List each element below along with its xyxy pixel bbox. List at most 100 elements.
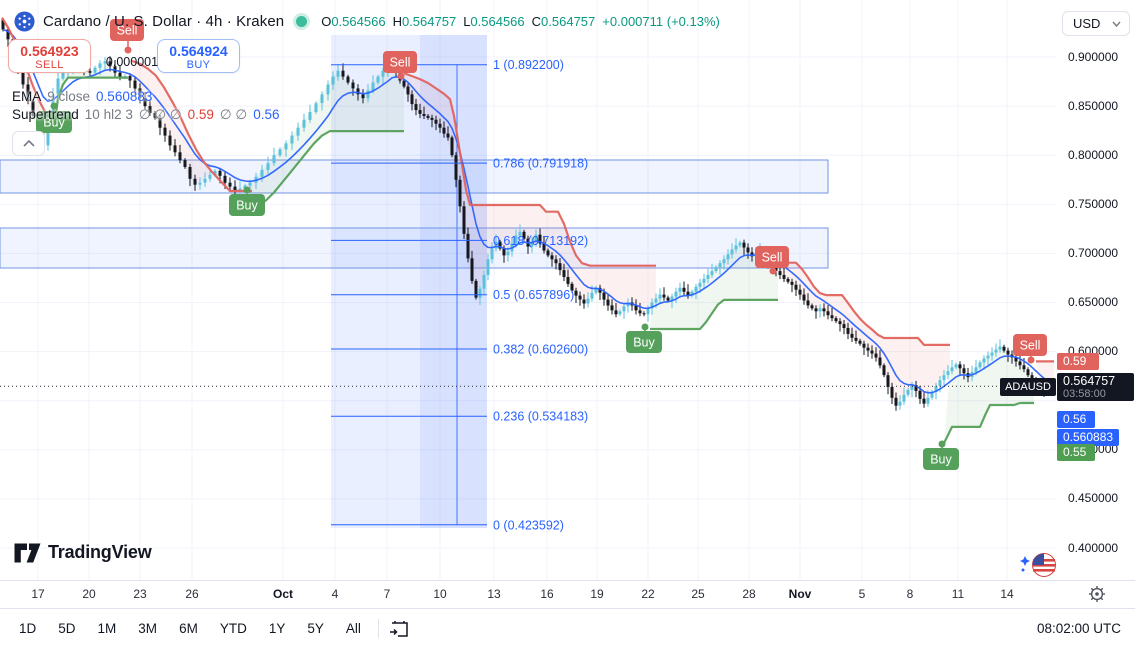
price-chart[interactable]: 1 (0.892200) 0.786 (0.791918) 0.618 (0.713… (0, 0, 1056, 580)
supertrend-fill-down (404, 73, 656, 314)
legend-supertrend[interactable]: Supertrend 10 hl2 3 ∅ ∅ ∅ 0.59 ∅ ∅ 0.56 (12, 106, 280, 123)
sell-price: 0.564923 (20, 43, 79, 59)
time-axis[interactable]: 17 20 23 26 Oct 4 7 10 13 16 19 22 25 28 Nov 5 8 11 14 (0, 580, 1135, 608)
candle-body (974, 367, 978, 373)
range-button-1Y[interactable]: 1Y (268, 620, 286, 636)
sell-signal-marker[interactable]: Sell (755, 246, 789, 268)
time-tick: 10 (433, 587, 447, 601)
candle-body (806, 300, 810, 306)
range-button-5D[interactable]: 5D (58, 620, 76, 636)
candle-body (290, 135, 294, 144)
candle-body (346, 76, 350, 83)
candle-body (522, 231, 526, 239)
range-button-1M[interactable]: 1M (97, 620, 117, 636)
candle-body (118, 72, 122, 78)
fib-date-region[interactable] (331, 35, 487, 528)
candle-body (910, 385, 914, 390)
sell-button[interactable]: 0.564923 SELL (8, 39, 91, 73)
candle-body (650, 302, 654, 309)
fib-zone-band[interactable] (0, 159, 829, 194)
buy-signal-marker[interactable]: Buy (36, 111, 72, 133)
svg-text:Sell: Sell (390, 56, 411, 70)
candle-body (530, 241, 534, 247)
supertrend-line-down[interactable] (776, 261, 950, 346)
sell-signal-marker[interactable]: Sell (110, 19, 144, 41)
candle-body (958, 364, 962, 369)
candle-body (1, 19, 5, 30)
candle-body (550, 255, 554, 260)
time-tick: 7 (383, 587, 391, 601)
candle-body (21, 68, 25, 85)
svg-text:Sell: Sell (762, 251, 783, 265)
legend-ema[interactable]: EMA 9 close 0.560883 (12, 89, 153, 104)
svg-text:Sell: Sell (1020, 339, 1041, 353)
flag-icon[interactable] (1018, 550, 1058, 585)
chart-canvas[interactable]: 1 (0.892200) 0.786 (0.791918) 0.618 (0.713… (0, 0, 1056, 580)
buy-button[interactable]: 0.564924 BUY (157, 39, 240, 73)
candle-body (534, 234, 538, 242)
candle-body (934, 386, 938, 392)
supertrend-buy-value: 0.56 (253, 107, 280, 122)
candle-body (726, 254, 730, 260)
candle-body (31, 101, 35, 116)
sell-signal-marker[interactable]: Sell (1013, 334, 1047, 356)
fib-level-label: 1 (0.892200) (493, 58, 564, 72)
candle-body (183, 160, 187, 167)
candle-body (914, 385, 918, 391)
candle-body (1006, 350, 1010, 355)
range-button-1D[interactable]: 1D (19, 620, 37, 636)
price-axis[interactable]: USD 0.900000 0.850000 0.800000 0.750000 0.70… (1056, 0, 1135, 580)
candle-body (582, 299, 586, 304)
candle-body (718, 263, 722, 268)
utc-clock[interactable]: 08:02:00 UTC (1036, 620, 1121, 636)
supertrend-line-down[interactable] (403, 72, 656, 267)
range-button-5Y[interactable]: 5Y (307, 620, 324, 636)
candle-body (598, 287, 602, 293)
range-button-All[interactable]: All (345, 620, 361, 636)
market-status-dot[interactable] (296, 16, 308, 27)
time-tick: 25 (691, 587, 705, 601)
candle-body (714, 267, 718, 271)
currency-selector[interactable]: USD (1062, 11, 1130, 36)
spread-value: 0.000001 (105, 55, 159, 69)
buy-price: 0.564924 (169, 43, 228, 59)
sell-signal-marker[interactable]: Sell (383, 51, 417, 73)
range-button-YTD[interactable]: YTD (219, 620, 247, 636)
supertrend-line-up[interactable] (650, 298, 778, 331)
candle-body (810, 305, 814, 309)
marker-dot (1027, 356, 1035, 364)
gear-icon[interactable] (1088, 585, 1106, 603)
range-button-3M[interactable]: 3M (138, 620, 158, 636)
buy-signal-marker[interactable]: Buy (229, 194, 265, 216)
candle-body (942, 375, 946, 381)
symbol-title[interactable]: Cardano / U. S. Dollar · 4h · Kraken (43, 13, 285, 30)
supertrend-line-up[interactable] (943, 401, 1034, 444)
collapse-legend-button[interactable] (12, 131, 45, 156)
candle-body (1022, 365, 1026, 370)
candle-body (198, 182, 202, 185)
go-to-date-icon[interactable] (389, 620, 410, 639)
ema-value: 0.560883 (96, 89, 153, 104)
fib-zone-band[interactable] (0, 227, 829, 269)
candle-body (834, 318, 838, 322)
buy-signal-marker[interactable]: Buy (923, 448, 959, 470)
candle-body (902, 394, 906, 402)
buy-signal-marker[interactable]: Buy (626, 331, 662, 353)
candle-body (238, 188, 242, 191)
candle-body (158, 117, 162, 128)
candle-body (326, 84, 330, 95)
marker-dot (769, 267, 777, 275)
candle-body (314, 103, 318, 112)
supertrend-line-down[interactable] (131, 59, 252, 193)
candle-body (1026, 369, 1030, 376)
range-button-6M[interactable]: 6M (179, 620, 198, 636)
indicator-axis-label: 0.59 (1057, 352, 1099, 370)
price-tick: 0.900000 (1068, 49, 1119, 64)
candle-body (418, 110, 422, 114)
cardano-logo-icon (14, 11, 35, 32)
indicator-axis-label: 0.55 (1057, 443, 1095, 461)
time-tick: 11 (951, 587, 965, 601)
candle-body (108, 61, 112, 67)
tradingview-logo[interactable]: TradingView (14, 542, 152, 563)
candle-body (466, 233, 470, 259)
